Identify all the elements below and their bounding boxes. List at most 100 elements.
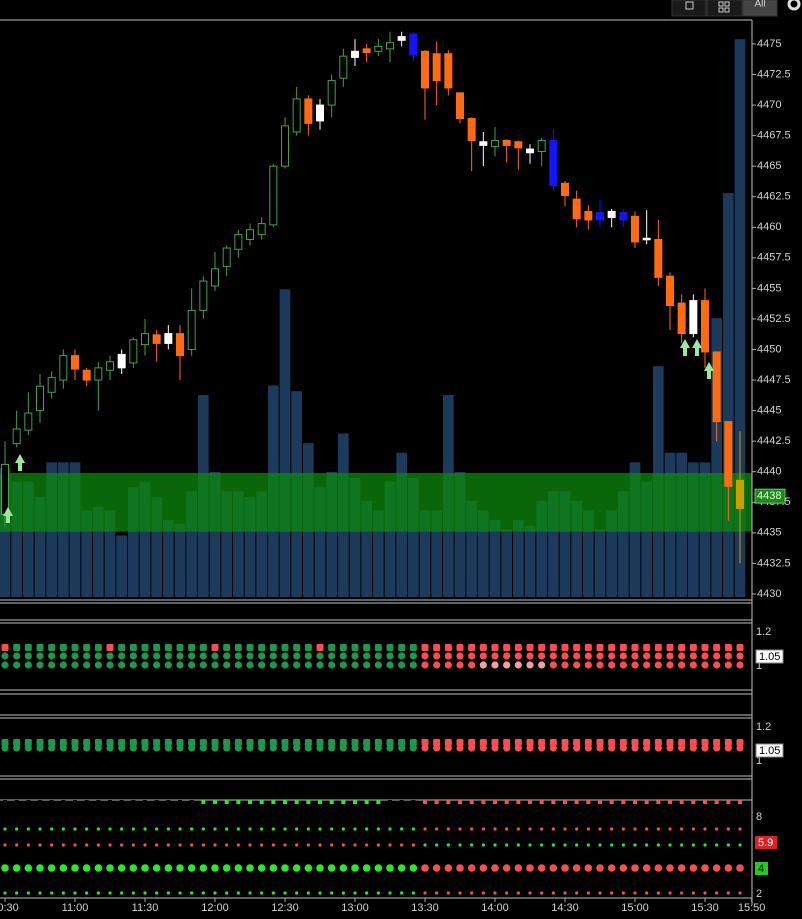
last-price-label: 4438 xyxy=(757,490,781,502)
state-dot xyxy=(199,739,207,746)
state-dot xyxy=(24,652,32,660)
candle-body xyxy=(24,412,33,431)
state-dot xyxy=(388,843,392,847)
state-dot xyxy=(339,644,347,651)
state-dot xyxy=(213,843,217,847)
state-dot xyxy=(3,800,7,804)
state-dot xyxy=(713,644,721,651)
state-dot xyxy=(397,864,406,872)
state-dot xyxy=(505,891,509,895)
state-dot xyxy=(668,843,672,847)
state-dot xyxy=(141,652,149,660)
volume-bar xyxy=(279,289,291,597)
state-dot xyxy=(493,827,497,831)
x-tick-label: 14:30 xyxy=(551,902,579,914)
state-dot xyxy=(584,661,592,669)
state-dot xyxy=(330,827,334,831)
state-dot xyxy=(575,843,579,847)
state-dot xyxy=(246,652,254,660)
settings-icon[interactable] xyxy=(787,0,801,11)
candle-body xyxy=(502,140,511,146)
candle-body xyxy=(71,355,79,370)
state-dot xyxy=(24,739,32,746)
state-dot xyxy=(631,739,639,746)
state-dot xyxy=(376,800,381,804)
volume-bar xyxy=(618,491,629,597)
state-dot xyxy=(619,744,627,752)
state-dot xyxy=(13,644,21,651)
state-dot xyxy=(493,800,497,804)
state-dot xyxy=(691,800,696,804)
state-dot xyxy=(433,744,441,752)
state-dot xyxy=(631,644,639,651)
state-dot xyxy=(574,800,579,804)
candle-body xyxy=(596,212,604,221)
state-dot xyxy=(713,661,721,669)
volume-bar xyxy=(0,468,11,597)
volume-bar xyxy=(23,481,34,597)
state-dot xyxy=(423,843,427,847)
y-tick-label: 4432.5 xyxy=(757,557,791,569)
state-dot xyxy=(678,739,686,746)
state-dot xyxy=(281,644,289,651)
x-tick-label: 13:00 xyxy=(341,902,369,914)
state-dot xyxy=(59,652,67,660)
volume-bar xyxy=(128,487,139,597)
state-dot xyxy=(701,744,709,752)
state-dot xyxy=(164,744,172,752)
state-dot xyxy=(563,891,567,895)
candle-body xyxy=(59,355,68,381)
state-dot xyxy=(503,661,511,669)
state-dot xyxy=(643,744,651,752)
state-dot xyxy=(645,891,649,895)
state-dot xyxy=(59,744,67,752)
state-dot xyxy=(59,864,68,872)
candle-body xyxy=(12,428,21,445)
state-dot xyxy=(491,864,499,872)
panel-tick: 1.2 xyxy=(756,721,771,733)
state-dot xyxy=(596,744,604,752)
panel-tick: 1 xyxy=(756,755,762,767)
state-dot xyxy=(129,644,137,651)
state-dot xyxy=(386,744,394,752)
state-dot xyxy=(423,891,427,895)
state-dot xyxy=(374,644,382,651)
state-dot xyxy=(85,843,89,847)
state-dot xyxy=(154,800,159,804)
state-dot xyxy=(1,739,9,746)
state-dot xyxy=(563,800,567,804)
state-dot xyxy=(178,843,182,847)
state-dot xyxy=(304,864,313,872)
volume-bar xyxy=(104,510,116,597)
state-dot xyxy=(713,744,721,752)
state-dot xyxy=(654,744,662,752)
state-dot xyxy=(724,744,732,752)
tool-button[interactable] xyxy=(742,0,778,17)
state-dot xyxy=(435,843,439,847)
state-dot xyxy=(633,843,637,847)
state-dot xyxy=(201,827,205,831)
state-dot xyxy=(572,864,581,872)
state-dot xyxy=(164,864,173,872)
state-dot xyxy=(503,744,511,752)
tool-button[interactable] xyxy=(671,0,707,17)
state-dot xyxy=(469,800,474,804)
state-dot xyxy=(691,891,695,895)
volume-bar xyxy=(466,500,477,597)
state-dot xyxy=(456,739,464,746)
state-dot xyxy=(176,644,184,651)
indicator-dots xyxy=(1,644,744,895)
state-dot xyxy=(621,843,625,847)
state-dot xyxy=(293,739,301,746)
volume-bar xyxy=(384,481,396,597)
state-dot xyxy=(678,652,686,660)
state-dot xyxy=(339,739,347,746)
state-dot xyxy=(631,864,639,872)
candle-body xyxy=(36,385,44,412)
state-dot xyxy=(538,739,546,746)
state-dot xyxy=(654,661,662,669)
state-dot xyxy=(83,744,91,752)
state-dot xyxy=(514,744,522,752)
state-dot xyxy=(365,843,369,847)
volume-bar xyxy=(734,39,746,597)
